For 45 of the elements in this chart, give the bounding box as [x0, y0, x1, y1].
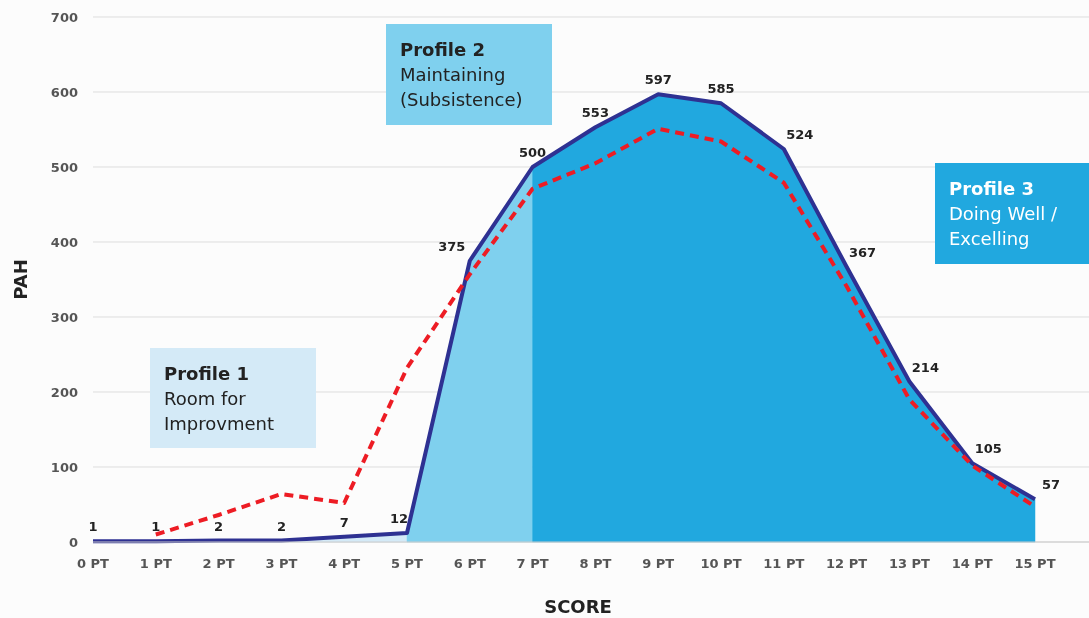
y-tick-label: 200: [50, 385, 78, 400]
annotation: Profile 3 Doing Well / Excelling: [949, 178, 1058, 249]
data-label: 2: [276, 518, 286, 534]
x-axis-title: SCORE: [544, 596, 612, 617]
data-label: 500: [519, 145, 547, 160]
y-tick-label: 0: [68, 535, 78, 550]
data-label: 1: [151, 519, 161, 535]
x-tick-label: 4 PT: [328, 556, 361, 571]
data-label: 57: [1041, 477, 1061, 493]
x-tick-label: 0 PT: [77, 556, 110, 571]
annotation: Profile 1 Room for Improvment: [164, 363, 275, 434]
data-label: 585: [707, 81, 735, 97]
y-tick-label: 400: [50, 235, 78, 250]
data-label: 553: [581, 105, 609, 121]
x-tick-label: 12 PT: [826, 556, 868, 571]
data-label: 367: [849, 244, 877, 260]
x-tick-label: 2 PT: [202, 556, 235, 571]
annotation: Profile 2 Maintaining (Subsistence): [400, 39, 523, 110]
data-label: 12: [389, 511, 409, 526]
x-tick-label: 1 PT: [139, 556, 172, 571]
y-tick-label: 100: [50, 460, 78, 475]
y-tick-label: 500: [50, 160, 78, 175]
data-label: 1: [88, 519, 98, 535]
x-tick-label: 11 PT: [763, 556, 805, 571]
y-axis-title: PAH: [10, 259, 31, 300]
x-tick-label: 8 PT: [579, 556, 612, 571]
x-tick-label: 9 PT: [642, 556, 675, 571]
x-tick-label: 13 PT: [888, 556, 931, 571]
x-tick-label: 3 PT: [265, 556, 298, 571]
x-tick-label: 15 PT: [1014, 556, 1056, 571]
y-tick-label: 700: [50, 10, 78, 25]
data-label: 7: [339, 514, 349, 530]
x-tick-label: 14 PT: [951, 556, 993, 571]
y-tick-label: 600: [50, 85, 78, 100]
x-tick-label: 6 PT: [453, 556, 486, 571]
y-tick-label: 300: [50, 310, 78, 325]
x-tick-label: 5 PT: [391, 556, 424, 571]
data-label: 524: [786, 127, 814, 142]
data-label: 375: [438, 238, 466, 254]
x-tick-label: 10 PT: [700, 556, 742, 571]
x-tick-label: 7 PT: [516, 556, 549, 571]
data-label: 105: [974, 441, 1002, 457]
data-label: 2: [214, 518, 224, 534]
data-label: 597: [644, 72, 672, 88]
data-label: 214: [911, 359, 939, 375]
